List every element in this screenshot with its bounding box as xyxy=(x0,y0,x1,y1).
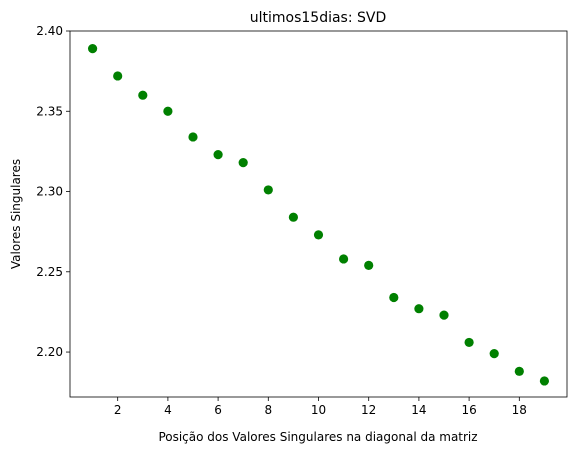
data-points xyxy=(87,44,550,386)
tick-layer: 2 4 6 8 10 12 14 16 18 2.20 2.25 2.30 2.35 2.40 xyxy=(36,24,527,417)
x-tick-label: 16 xyxy=(461,403,476,417)
x-tick-label: 6 xyxy=(214,403,222,417)
y-tick-label: 2.30 xyxy=(36,185,63,199)
data-point xyxy=(313,230,324,240)
data-point xyxy=(414,304,424,314)
data-point xyxy=(113,71,123,81)
data-point xyxy=(213,150,223,160)
chart-title: ultimos15dias: SVD xyxy=(250,10,387,26)
data-point xyxy=(288,212,298,222)
y-tick-label: 2.35 xyxy=(36,104,63,118)
data-point xyxy=(464,337,474,348)
y-tick-label: 2.25 xyxy=(36,265,63,279)
x-tick-label: 2 xyxy=(114,403,122,417)
data-point xyxy=(238,158,248,168)
data-point xyxy=(364,260,374,270)
x-tick-label: 10 xyxy=(311,403,326,417)
data-point xyxy=(339,254,349,264)
x-tick-label: 14 xyxy=(411,403,426,417)
x-axis-label: Posição dos Valores Singulares na diagon… xyxy=(158,430,477,444)
y-tick-label: 2.20 xyxy=(36,345,63,359)
x-tick-label: 18 xyxy=(512,403,527,417)
y-tick-label: 2.40 xyxy=(36,24,63,38)
y-axis-label: Valores Singulares xyxy=(9,159,23,269)
data-point xyxy=(263,185,273,195)
data-point xyxy=(539,376,550,386)
data-point xyxy=(188,132,198,142)
x-tick-label: 12 xyxy=(361,403,376,417)
x-tick-label: 8 xyxy=(264,403,272,417)
data-point xyxy=(514,366,524,376)
x-tick-label: 4 xyxy=(164,403,172,417)
data-point xyxy=(163,106,173,116)
plot-frame xyxy=(69,30,568,398)
data-point xyxy=(489,349,499,359)
data-point xyxy=(389,292,399,303)
data-point xyxy=(87,44,98,54)
data-point xyxy=(439,310,449,320)
data-point xyxy=(138,90,148,100)
